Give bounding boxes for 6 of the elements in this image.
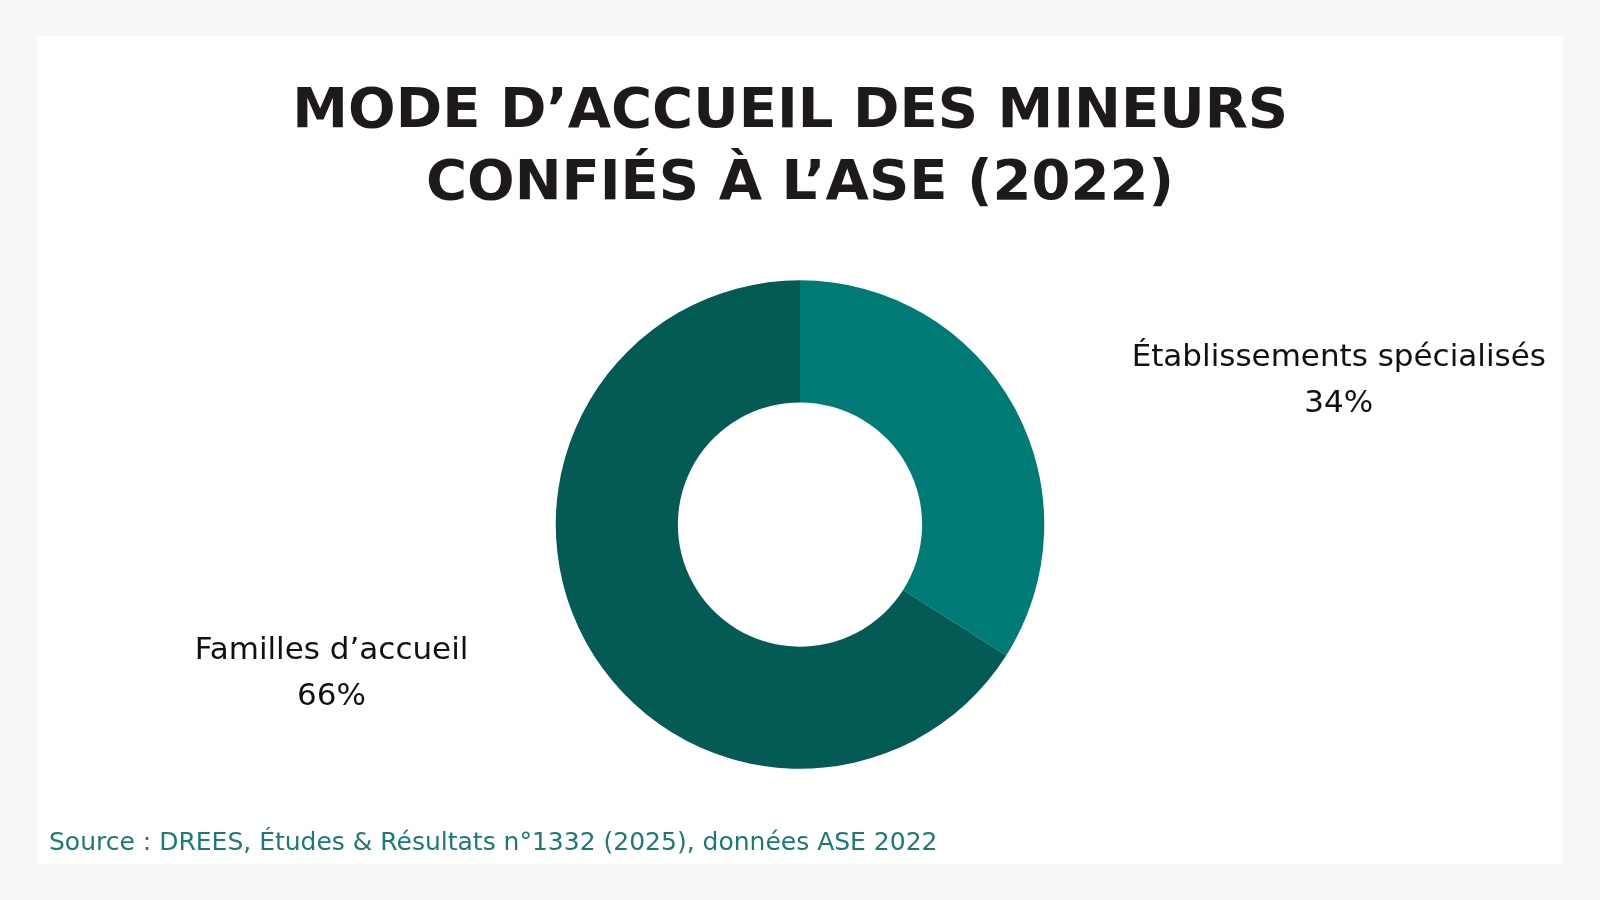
- source-note: Source : DREES, Études & Résultats n°1332 (2025), données ASE 2022: [49, 827, 938, 856]
- slice-label: Établissements spécialisés: [1131, 336, 1546, 373]
- slice-label: Familles d’accueil: [194, 630, 469, 667]
- chart-title: MODE D’ACCUEIL DES MINEURS CONFIÉS À L’ASE (2022): [292, 74, 1308, 212]
- data-label: 66%: [297, 676, 366, 713]
- data-label: 34%: [1304, 382, 1374, 419]
